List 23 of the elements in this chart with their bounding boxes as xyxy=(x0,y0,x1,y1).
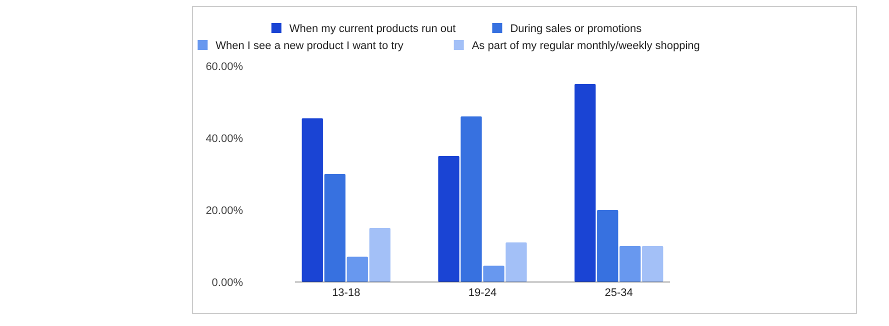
bar xyxy=(620,246,641,282)
x-tick-label: 13-18 xyxy=(332,287,360,299)
bar xyxy=(574,84,596,282)
x-tick-label: 25-34 xyxy=(604,287,633,299)
x-tick-label: 19-24 xyxy=(468,287,497,299)
y-tick-label: 0.00% xyxy=(212,277,244,289)
y-tick-label: 20.00% xyxy=(206,205,244,217)
bar xyxy=(483,266,504,282)
bar xyxy=(642,246,664,282)
legend-label: When I see a new product I want to try xyxy=(216,40,404,52)
bar xyxy=(438,156,460,282)
legend-label: During sales or promotions xyxy=(510,23,642,35)
y-tick-label: 60.00% xyxy=(206,61,244,73)
bar xyxy=(506,242,527,282)
bar xyxy=(302,118,323,282)
bar xyxy=(597,210,618,282)
bar xyxy=(324,174,346,282)
legend-label: When my current products run out xyxy=(289,23,456,35)
bar xyxy=(369,228,390,282)
bar xyxy=(460,116,482,282)
y-tick-label: 40.00% xyxy=(206,133,244,145)
legend-label: As part of my regular monthly/weekly shopping xyxy=(472,40,700,52)
bar xyxy=(346,256,368,282)
